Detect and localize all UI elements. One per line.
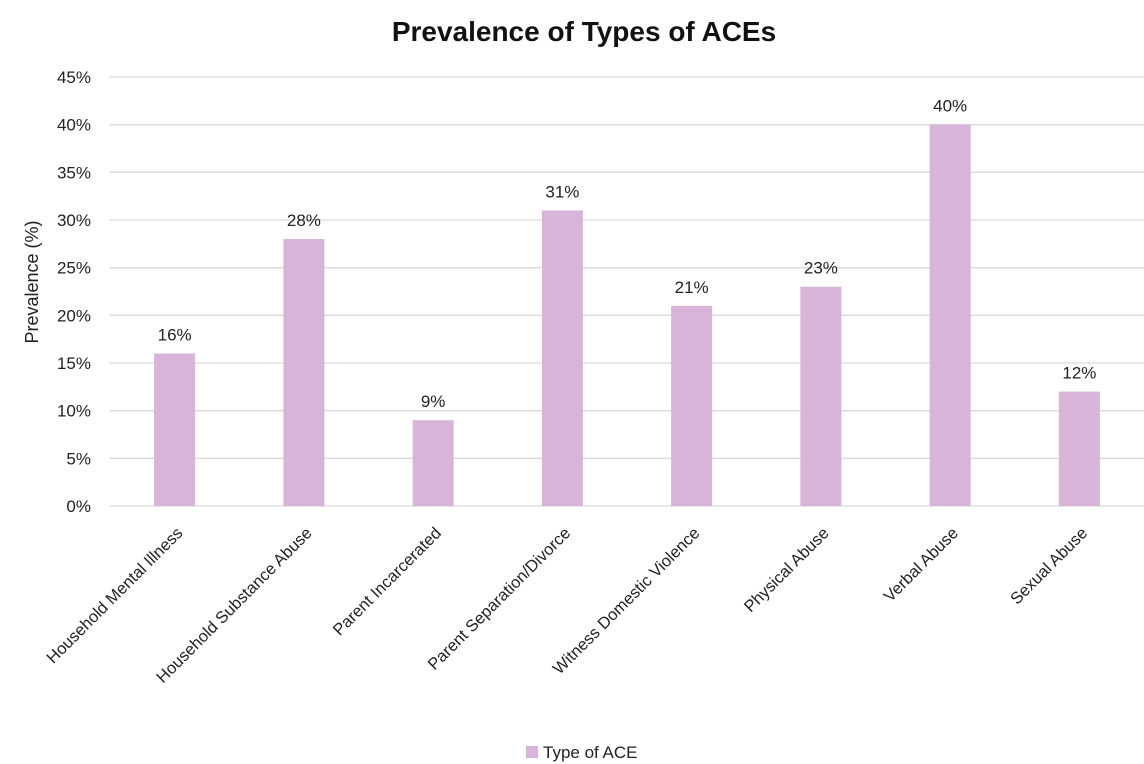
y-tick-label: 25% [57,259,91,278]
y-tick-label: 15% [57,354,91,373]
x-tick-label: Witness Domestic Violence [550,524,704,678]
bar [283,239,325,507]
y-tick-label: 35% [57,163,91,182]
gridlines [110,76,1144,507]
bar [1058,391,1100,506]
y-tick-label: 20% [57,306,91,325]
x-tick-label: Parent Incarcerated [330,524,445,639]
data-label: 28% [287,211,321,230]
data-label: 23% [804,259,838,278]
legend: Type of ACE [526,743,638,762]
y-tick-label: 10% [57,402,91,421]
x-tick-label: Verbal Abuse [880,524,961,605]
legend-label: Type of ACE [543,743,638,762]
x-tick-label: Household Substance Abuse [153,524,316,687]
bar [154,353,196,506]
data-label: 16% [158,325,192,344]
y-tick-label: 5% [66,449,91,468]
y-tick-label: 45% [57,68,91,87]
x-tick-label: Sexual Abuse [1007,524,1091,608]
bars [154,124,1100,507]
y-tick-label: 30% [57,211,91,230]
bar [800,286,842,506]
legend-swatch [526,746,538,758]
x-tick-label: Household Mental Illness [43,524,186,667]
y-tick-label: 40% [57,116,91,135]
data-label: 12% [1062,364,1096,383]
data-label: 40% [933,97,967,116]
x-tick-label: Physical Abuse [741,524,833,616]
data-label: 31% [545,182,579,201]
bar [671,305,713,506]
data-label: 21% [675,278,709,297]
x-tick-label: Parent Separation/Divorce [425,524,575,674]
bar [929,124,971,507]
y-tick-label: 0% [66,497,91,516]
data-label: 9% [421,392,446,411]
bar [541,210,583,506]
y-axis-title: Prevalence (%) [22,220,42,343]
bar [412,420,454,506]
chart-title: Prevalence of Types of ACEs [392,16,776,47]
y-axis-tick-labels: 0% 5% 10% 15% 20% 25% 30% 35% 40% 45% [57,68,91,516]
data-labels: 16% 28% 9% 31% 21% 23% 40% 12% [158,97,1097,412]
